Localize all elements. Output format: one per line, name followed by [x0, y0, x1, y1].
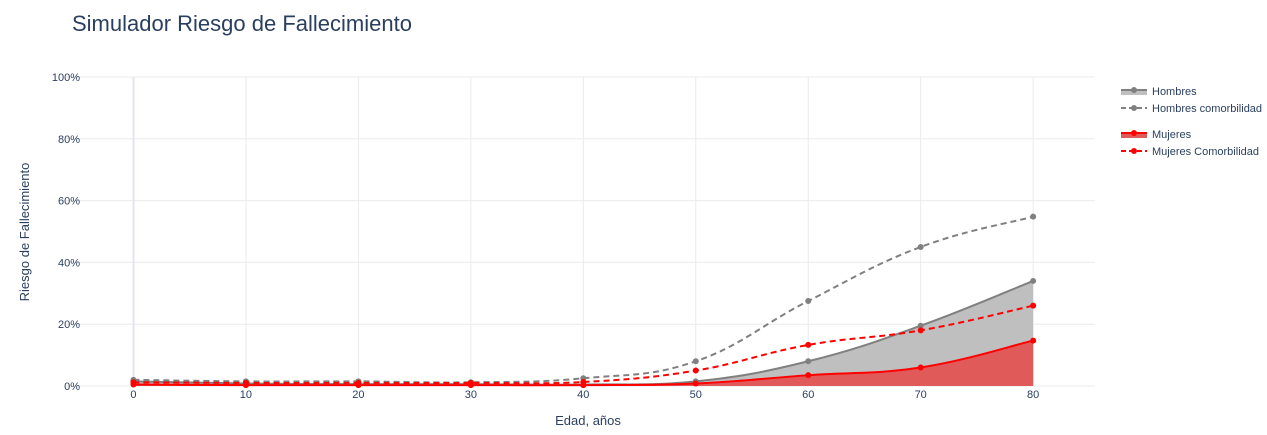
x-tick-label: 40 — [577, 389, 589, 401]
x-tick-label: 30 — [465, 389, 477, 401]
point-mujeres-comorbilidad — [805, 341, 812, 348]
legend-item-hombres-comorbilidad[interactable]: Hombres comorbilidad — [1121, 103, 1262, 115]
y-tick-label: 100% — [52, 72, 80, 84]
point-hombres-comorbilidad — [917, 243, 924, 250]
legend-marker — [1131, 105, 1137, 111]
legend[interactable]: Hombres Hombres comorbilidad Mujeres Mujere… — [1121, 86, 1262, 158]
y-tick-label: 40% — [58, 257, 80, 269]
x-tick-label: 10 — [240, 389, 252, 401]
legend-label: Hombres comorbilidad — [1152, 103, 1262, 115]
x-tick-label: 0 — [130, 389, 136, 401]
grid-lines — [66, 76, 1095, 387]
legend-item-mujeres-comorbilidad[interactable]: Mujeres Comorbilidad — [1121, 146, 1259, 158]
point-mujeres — [917, 364, 924, 371]
legend-marker — [1131, 87, 1137, 93]
point-mujeres — [805, 372, 812, 379]
y-axis-title: Riesgo de Fallecimiento — [17, 163, 32, 302]
point-mujeres-comorbilidad — [580, 378, 587, 385]
x-axis-ticks: 0 10 20 30 40 50 60 70 80 — [130, 389, 1039, 401]
legend-marker — [1131, 130, 1137, 136]
line-mujeres-comorbilidad — [133, 304, 1034, 385]
chart-title: Simulador Riesgo de Fallecimiento — [72, 11, 412, 36]
point-mujeres-comorbilidad — [130, 379, 137, 386]
legend-label: Mujeres Comorbilidad — [1152, 146, 1259, 158]
x-tick-label: 50 — [690, 389, 702, 401]
point-mujeres — [1030, 337, 1037, 344]
y-tick-label: 20% — [58, 319, 80, 331]
x-tick-label: 80 — [1027, 389, 1039, 401]
y-axis-ticks: 0% 20% 40% 60% 80% 100% — [52, 72, 80, 393]
y-tick-label: 60% — [58, 196, 80, 208]
legend-item-hombres[interactable]: Hombres — [1121, 86, 1197, 98]
point-mujeres — [692, 380, 699, 387]
legend-label: Hombres — [1152, 86, 1197, 98]
point-mujeres-comorbilidad — [917, 327, 924, 334]
point-hombres-comorbilidad — [805, 298, 812, 305]
point-hombres — [1030, 277, 1037, 284]
x-axis-title: Edad, años — [555, 413, 621, 428]
legend-marker — [1131, 148, 1137, 154]
data-points — [130, 213, 1037, 389]
point-hombres — [805, 358, 812, 365]
legend-item-mujeres[interactable]: Mujeres — [1121, 129, 1192, 141]
point-hombres-comorbilidad — [1030, 213, 1037, 220]
point-mujeres-comorbilidad — [1030, 302, 1037, 309]
x-tick-label: 60 — [802, 389, 814, 401]
y-tick-label: 80% — [58, 134, 80, 146]
y-tick-label: 0% — [64, 381, 80, 393]
point-mujeres-comorbilidad — [692, 367, 699, 374]
area-fills — [133, 280, 1034, 386]
point-hombres — [917, 322, 924, 329]
point-mujeres-comorbilidad — [355, 379, 362, 386]
point-hombres-comorbilidad — [692, 358, 699, 365]
x-tick-label: 70 — [915, 389, 927, 401]
area-mujeres — [133, 340, 1034, 386]
point-mujeres-comorbilidad — [467, 379, 474, 386]
point-mujeres-comorbilidad — [242, 379, 249, 386]
x-tick-label: 20 — [352, 389, 364, 401]
legend-label: Mujeres — [1152, 129, 1192, 141]
